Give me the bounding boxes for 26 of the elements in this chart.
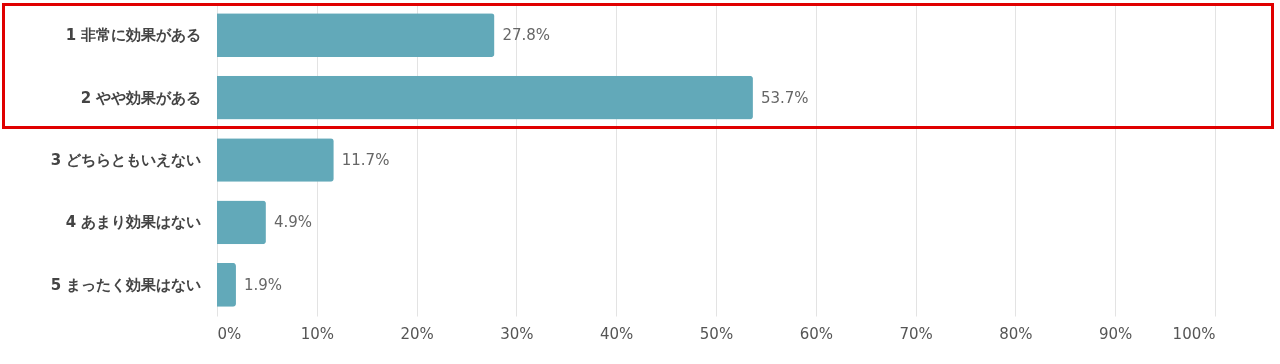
data-label: 27.8% <box>502 26 551 45</box>
bar <box>217 13 495 58</box>
x-tick-label: 50% <box>699 324 734 343</box>
x-tick-label: 30% <box>500 324 534 343</box>
data-label: 4.9% <box>273 213 313 232</box>
bar <box>217 75 753 120</box>
bar <box>217 138 334 182</box>
bar <box>217 200 266 245</box>
x-tick-label: 80% <box>999 324 1033 343</box>
data-label: 11.7% <box>341 151 390 169</box>
data-label: 1.9% <box>243 275 283 294</box>
y-tick-label: 5 まったく効果はない <box>50 275 202 294</box>
y-tick-label: 3 どちらともいえない <box>50 151 202 169</box>
x-tick-label: 40% <box>600 324 634 343</box>
x-tick-label: 60% <box>799 324 833 343</box>
bar <box>217 262 236 307</box>
y-tick-label: 4 あまり効果はない <box>65 213 202 232</box>
data-label: 53.7% <box>760 88 809 107</box>
y-tick-label: 1 非常に効果がある <box>65 26 202 45</box>
x-tick-label: 0% <box>217 324 242 343</box>
y-tick-label: 2 やや効果がある <box>80 88 202 107</box>
x-tick-label: 90% <box>1099 324 1133 343</box>
x-tick-label: 100% <box>1172 324 1216 343</box>
x-tick-label: 20% <box>400 324 434 343</box>
x-tick-label: 10% <box>300 324 334 343</box>
x-tick-label: 70% <box>899 324 933 343</box>
